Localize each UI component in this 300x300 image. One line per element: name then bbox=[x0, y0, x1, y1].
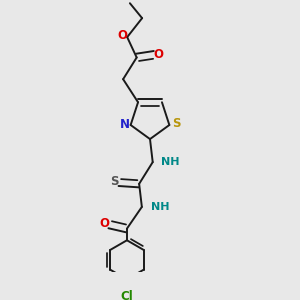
Text: O: O bbox=[153, 48, 164, 61]
Text: O: O bbox=[117, 29, 127, 42]
Text: NH: NH bbox=[151, 202, 169, 212]
Text: Cl: Cl bbox=[121, 290, 133, 300]
Text: NH: NH bbox=[161, 157, 180, 166]
Text: S: S bbox=[172, 117, 180, 130]
Text: O: O bbox=[99, 218, 110, 230]
Text: N: N bbox=[120, 118, 130, 131]
Text: S: S bbox=[110, 176, 118, 188]
